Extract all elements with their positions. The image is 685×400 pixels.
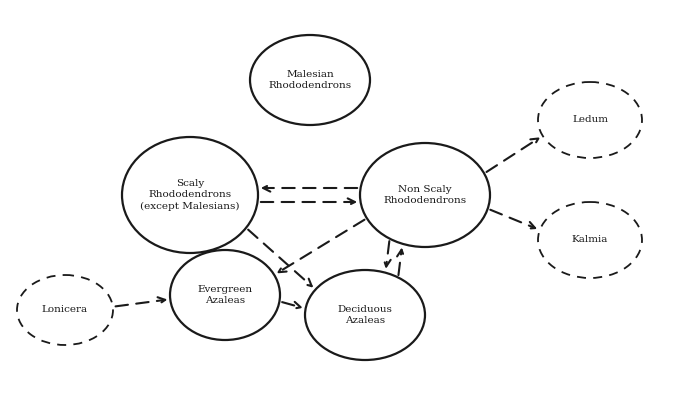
Text: Ledum: Ledum [572, 116, 608, 124]
Text: Deciduous
Azaleas: Deciduous Azaleas [338, 305, 393, 325]
Ellipse shape [538, 82, 642, 158]
Ellipse shape [122, 137, 258, 253]
Text: Kalmia: Kalmia [572, 236, 608, 244]
Text: Malesian
Rhododendrons: Malesian Rhododendrons [269, 70, 351, 90]
Text: Lonicera: Lonicera [42, 306, 88, 314]
Text: Non Scaly
Rhododendrons: Non Scaly Rhododendrons [384, 185, 466, 205]
Ellipse shape [17, 275, 113, 345]
Ellipse shape [305, 270, 425, 360]
Text: Evergreen
Azaleas: Evergreen Azaleas [197, 285, 253, 305]
Ellipse shape [170, 250, 280, 340]
Ellipse shape [250, 35, 370, 125]
Ellipse shape [360, 143, 490, 247]
Text: Scaly
Rhododendrons
(except Malesians): Scaly Rhododendrons (except Malesians) [140, 179, 240, 211]
Ellipse shape [538, 202, 642, 278]
